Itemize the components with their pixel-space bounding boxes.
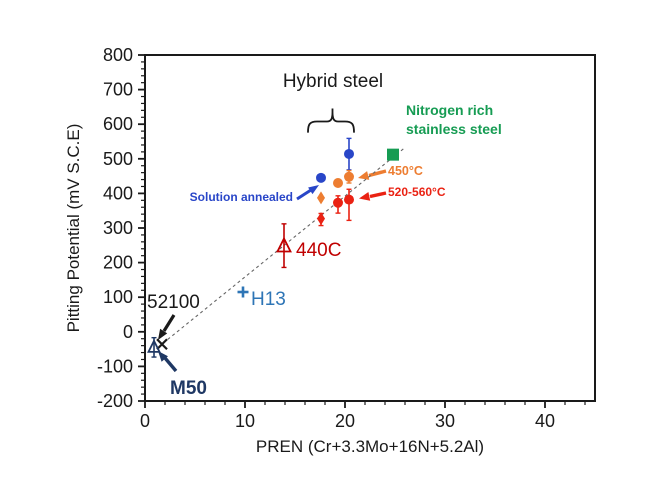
x-tick-label: 40 [535,411,555,431]
y-tick-label: 800 [103,45,133,65]
x-tick-label: 20 [335,411,355,431]
label-h13: H13 [251,289,286,310]
x-axis-title: PREN (Cr+3.3Mo+16N+5.2Al) [255,437,485,456]
y-tick-label: -100 [97,356,133,376]
y-tick-label: 700 [103,80,133,100]
marker-diamond [317,191,325,205]
arrow-head [358,171,370,180]
brace-path [307,108,355,133]
plot-frame [144,54,596,402]
marker-circle [344,194,354,205]
marker-square [387,148,399,161]
hybrid-steel-brace [307,108,355,133]
marker-circle [333,178,343,189]
marker-circle [316,172,326,183]
y-tick-label: 400 [103,183,133,203]
arrow-line [368,169,387,178]
marker-circle [333,197,343,208]
arrow-head [158,328,168,340]
arrow-head [308,185,319,195]
y-tick-label: 600 [103,114,133,134]
arrow-line [163,356,178,373]
x-tick-label: 0 [140,411,150,431]
arrow-52100 [158,314,176,340]
temp-520-560-label: 520-560°C [388,185,446,199]
y-tick-label: 0 [123,322,133,342]
label-440c: 440C [296,240,342,261]
marker-triangle [147,338,161,353]
marker-triangle [276,236,292,253]
arrow-head [158,351,168,362]
y-tick-label: 100 [103,287,133,307]
label-52100: 52100 [147,292,200,313]
temp-450-label: 450°C [388,164,423,178]
arrow-line [296,188,312,201]
nitrogen-rich-label: Nitrogen rich stainless steel [406,101,502,139]
arrow-450 [358,169,387,180]
arrow-520-560 [359,191,387,201]
arrow-line [162,314,176,332]
label-m50: M50 [170,378,207,399]
hybrid-steel-label: Hybrid steel [282,71,384,92]
marker-x [156,338,168,351]
marker-diamond [317,212,325,226]
arrow-head [359,192,371,201]
x-tick-label: 30 [435,411,455,431]
arrow-solution-annealed [296,185,319,201]
y-tick-label: 200 [103,253,133,273]
x-tick-label: 10 [235,411,255,431]
y-axis-title: Pitting Potential (mV S.C.E) [64,123,83,333]
y-tick-label: 300 [103,218,133,238]
y-tick-label: 500 [103,149,133,169]
arrow-line [369,191,387,199]
nitrogen-rich-label-line2: stainless steel [406,121,502,137]
trend-line [162,147,405,344]
arrow-m50 [158,351,178,373]
y-tick-label: -200 [97,391,133,411]
solution-annealed-label: Solution annealed [189,190,293,204]
nitrogen-rich-label-line1: Nitrogen rich [406,102,494,118]
marker-circle [344,171,354,182]
marker-circle [344,148,354,159]
